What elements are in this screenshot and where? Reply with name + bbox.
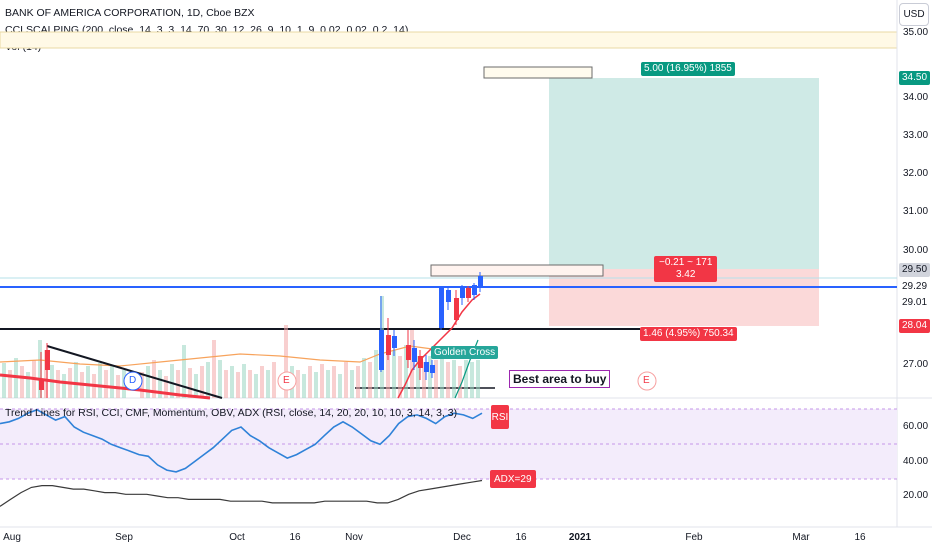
stop-label[interactable]: 1.46 (4.95%) 750.34 [640,327,737,341]
time-tick: Dec [453,532,471,543]
entry-label[interactable]: −0.21 ~ 171 3.42 [654,256,718,282]
price-marker-2950: 29.50 [899,263,931,277]
price-tick: 33.00 [903,130,929,141]
rsi-tag-text: RSI [491,411,509,423]
price-tick: 34.00 [903,92,929,103]
earnings-marker-label[interactable]: E [283,375,290,386]
price-marker-2901: 29.01 [899,296,931,310]
dividend-marker-icon [123,371,143,391]
earnings-marker-icon [277,371,297,391]
price-tick: 30.00 [903,245,929,256]
time-tick: Oct [229,532,245,543]
osc-tick: 60.00 [903,421,929,432]
time-tick: 16 [515,532,527,543]
target-label[interactable]: 5.00 (16.95%) 1855 [641,62,735,76]
candlesticks [39,272,483,398]
currency-button[interactable]: USD [899,3,929,26]
adx-tag-text: ADX=29 [494,473,532,485]
entry-label-line1: −0.21 ~ 171 [659,257,713,268]
adx-line [0,479,483,507]
price-marker-stop: 28.04 [899,319,931,333]
entry-label-line2: 3.42 [675,269,696,280]
time-tick: Mar [792,532,810,543]
earnings-marker-label-2[interactable]: E [643,375,650,386]
short-ma-line [397,293,481,399]
time-tick: 16 [854,532,866,543]
rsi-tag: RSI [491,405,509,429]
golden-cross-label[interactable]: Golden Cross [431,346,499,359]
oscillator-title[interactable]: Trend Lines for RSI, CCI, CMF, Momentum,… [5,407,458,419]
time-tick: Sep [115,532,133,543]
time-tick: Feb [685,532,703,543]
price-marker-2929: 29.29 [899,280,931,294]
rsi-band [0,409,897,479]
dividend-marker-label[interactable]: D [129,375,137,386]
adx-tag: ADX=29 [490,470,536,488]
earnings-marker-icon-2 [637,371,657,391]
osc-tick: 20.00 [903,490,929,501]
price-marker-target: 34.50 [899,71,931,85]
symbol-title: BANK OF AMERICA CORPORATION, 1D, Cboe BZ… [5,7,255,19]
price-tick: 35.00 [903,27,929,38]
cci-band [0,31,898,49]
best-area-label[interactable]: Best area to buy [509,370,611,388]
time-tick: Aug [3,532,21,543]
osc-tick: 40.00 [903,456,929,467]
drawing-box-top [483,66,593,79]
price-tick: 27.00 [903,359,929,370]
rsi-line [0,408,483,473]
volume-ma-line [0,345,480,367]
time-tick: Nov [345,532,363,543]
time-tick-year: 2021 [568,532,592,543]
target-zone [549,78,819,269]
price-tick: 32.00 [903,168,929,179]
long-ma-line [0,373,211,400]
drawing-box-mid [430,264,604,277]
price-tick: 31.00 [903,206,929,217]
time-tick: 16 [289,532,301,543]
